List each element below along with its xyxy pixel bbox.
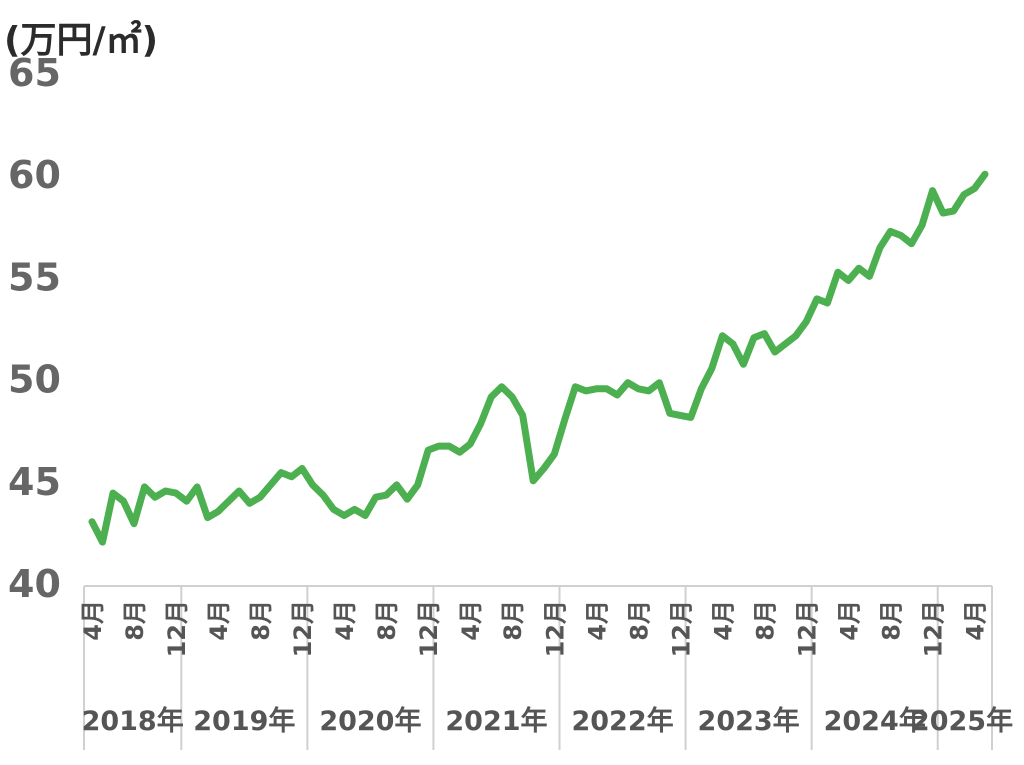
year-label: 2019年	[193, 705, 295, 737]
x-tick-label: 4月	[79, 600, 107, 641]
x-tick-label: 4月	[835, 600, 863, 641]
x-tick-label: 8月	[625, 600, 653, 641]
x-tick-label: 8月	[877, 600, 905, 641]
x-tick-label: 12月	[667, 600, 695, 657]
year-label: 2021年	[445, 705, 547, 737]
series-line	[88, 170, 989, 546]
year-label: 2024年	[824, 705, 926, 737]
y-tick-label: 65	[8, 51, 61, 95]
x-axis	[83, 585, 993, 750]
x-tick-label: 8月	[373, 600, 401, 641]
x-tick-label: 12月	[415, 600, 443, 657]
year-label: 2018年	[82, 705, 184, 737]
year-label: 2023年	[698, 705, 800, 737]
x-tick-label: 12月	[793, 600, 821, 657]
x-axis-month-labels: 4月 8月 12月 4月 8月 12月 4月 8月 12月 4月 8月 12月 4月 8月 12月 4月 8月 1…	[79, 600, 989, 657]
x-tick-label: 12月	[541, 600, 569, 657]
y-tick-label: 50	[8, 358, 61, 402]
x-tick-label: 12月	[289, 600, 317, 657]
series-lines	[88, 170, 989, 546]
x-tick-label: 4月	[457, 600, 485, 641]
x-tick-label: 8月	[499, 600, 527, 641]
x-tick-label: 8月	[247, 600, 275, 641]
year-label: 2020年	[319, 705, 421, 737]
y-tick-label: 55	[8, 255, 61, 299]
year-label: 2025年	[911, 705, 1013, 737]
x-tick-label: 4月	[961, 600, 989, 641]
x-tick-label: 4月	[331, 600, 359, 641]
x-tick-label: 4月	[583, 600, 611, 641]
x-tick-label: 12月	[163, 600, 191, 657]
y-tick-label: 45	[8, 460, 61, 504]
x-tick-label: 8月	[121, 600, 149, 641]
x-tick-label: 12月	[919, 600, 947, 657]
x-tick-label: 8月	[751, 600, 779, 641]
x-tick-label: 4月	[205, 600, 233, 641]
x-tick-label: 4月	[709, 600, 737, 641]
y-tick-label: 40	[8, 562, 61, 606]
y-axis-unit-label: (万円/㎡)	[4, 19, 158, 61]
y-axis-tick-labels: 40 45 50 55 60 65	[8, 51, 61, 606]
y-tick-label: 60	[8, 153, 61, 197]
year-label: 2022年	[571, 705, 673, 737]
